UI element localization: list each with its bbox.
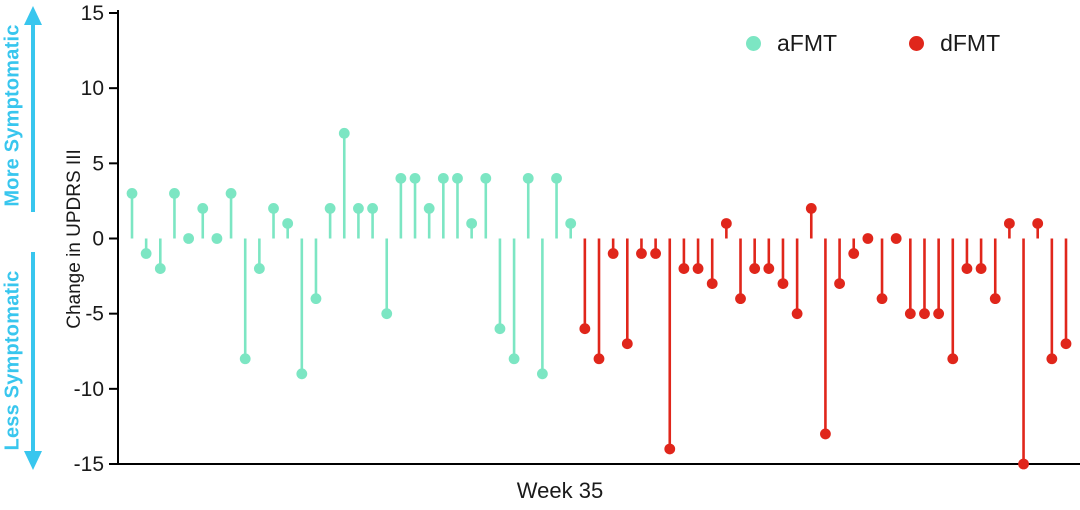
legend-label-dfmt: dFMT	[940, 30, 1001, 56]
dot-dfmt	[791, 308, 803, 320]
dot-afmt	[169, 188, 180, 199]
y-tick-label: 5	[92, 152, 104, 175]
afmt-swatch-icon	[746, 36, 761, 51]
dot-dfmt	[706, 278, 718, 289]
dot-afmt	[353, 203, 364, 214]
dot-dfmt	[919, 308, 930, 320]
dot-dfmt	[720, 218, 732, 229]
dot-dfmt	[1060, 338, 1072, 350]
dot-afmt	[395, 172, 407, 184]
dot-afmt	[253, 263, 265, 274]
dot-dfmt	[607, 248, 619, 259]
dot-afmt	[437, 172, 449, 184]
dot-afmt	[225, 188, 237, 199]
legend: aFMT dFMT	[746, 30, 1000, 57]
dot-dfmt	[579, 323, 591, 335]
dot-afmt	[367, 203, 378, 214]
dot-dfmt	[1003, 218, 1015, 229]
dot-afmt	[324, 203, 336, 214]
dot-afmt	[480, 172, 492, 184]
dot-dfmt	[834, 278, 845, 289]
dfmt-swatch-icon	[909, 36, 925, 51]
y-tick-label: 0	[92, 228, 104, 251]
dot-dfmt	[1046, 353, 1058, 365]
dot-afmt	[183, 233, 195, 244]
y-tick-label: -10	[74, 378, 104, 401]
dot-dfmt	[763, 263, 775, 274]
dot-afmt	[508, 353, 520, 365]
dot-dfmt	[904, 308, 916, 320]
y-tick-label: 15	[81, 2, 104, 25]
dot-dfmt	[692, 263, 704, 274]
dot-dfmt	[848, 248, 860, 259]
dot-afmt	[423, 203, 435, 214]
dot-dfmt	[1018, 458, 1029, 470]
dot-afmt	[452, 172, 463, 184]
dot-afmt	[140, 248, 152, 259]
dot-afmt	[197, 203, 209, 214]
dot-dfmt	[975, 263, 987, 274]
y-tick-label: -5	[85, 303, 104, 326]
dot-afmt	[494, 323, 506, 335]
dot-dfmt	[678, 263, 690, 274]
dot-dfmt	[749, 263, 761, 274]
dot-afmt	[268, 203, 279, 214]
legend-label-afmt: aFMT	[777, 30, 838, 56]
dot-dfmt	[876, 293, 888, 305]
dot-dfmt	[1032, 218, 1044, 229]
dot-dfmt	[947, 353, 959, 365]
x-axis-title: Week 35	[516, 478, 604, 503]
dot-dfmt	[777, 278, 789, 289]
dot-dfmt	[735, 293, 746, 305]
dot-afmt	[466, 218, 478, 229]
dot-afmt	[565, 218, 577, 229]
down-arrow-icon	[24, 252, 42, 470]
dot-afmt	[409, 172, 421, 184]
dot-dfmt	[650, 248, 662, 259]
y-tick-label: 10	[81, 77, 104, 100]
dot-dfmt	[862, 233, 874, 244]
dot-dfmt	[593, 353, 605, 365]
y-tick-label: -15	[74, 453, 104, 476]
dot-dfmt	[805, 203, 817, 214]
dot-dfmt	[961, 263, 973, 274]
dot-dfmt	[933, 308, 945, 320]
dot-afmt	[296, 368, 308, 380]
legend-item-afmt: aFMT	[746, 30, 837, 57]
dot-afmt	[126, 188, 138, 199]
dot-afmt	[522, 172, 534, 184]
dot-afmt	[239, 353, 251, 365]
up-arrow-icon	[24, 6, 42, 212]
dot-afmt	[310, 293, 322, 305]
dot-dfmt	[636, 248, 647, 259]
dot-dfmt	[664, 443, 676, 455]
dot-dfmt	[621, 338, 633, 350]
dot-afmt	[551, 172, 562, 184]
dot-dfmt	[890, 233, 902, 244]
dot-afmt	[338, 127, 350, 139]
dot-afmt	[381, 308, 393, 320]
dot-afmt	[154, 263, 166, 274]
dot-afmt	[282, 218, 294, 229]
dot-afmt	[211, 233, 223, 244]
symptomatic-arrows	[24, 6, 42, 470]
dot-dfmt	[989, 293, 1001, 305]
dot-dfmt	[820, 428, 831, 440]
legend-item-dfmt: dFMT	[909, 30, 1000, 57]
dot-afmt	[536, 368, 548, 380]
